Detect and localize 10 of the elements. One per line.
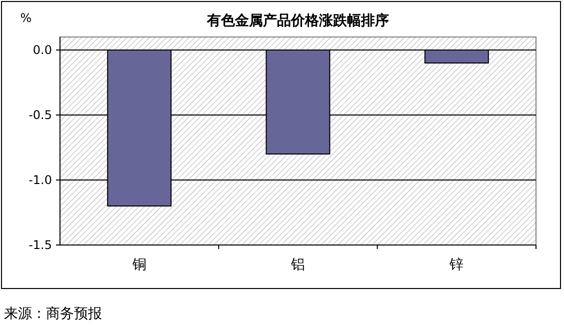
y-tick-label: -1.0 xyxy=(28,173,52,187)
x-tick-label: 铜 xyxy=(131,257,146,273)
y-tick-label: -1.5 xyxy=(28,238,52,252)
x-tick-label: 锌 xyxy=(448,257,464,273)
y-tick-label: 0.0 xyxy=(32,43,52,57)
chart-title: 有色金属产品价格涨跌幅排序 xyxy=(206,12,389,29)
y-tick-label: -0.5 xyxy=(28,108,52,122)
source-note: 来源：商务预报 xyxy=(4,306,102,322)
x-tick-label: 铝 xyxy=(290,257,305,273)
y-axis-title: % xyxy=(20,11,32,25)
